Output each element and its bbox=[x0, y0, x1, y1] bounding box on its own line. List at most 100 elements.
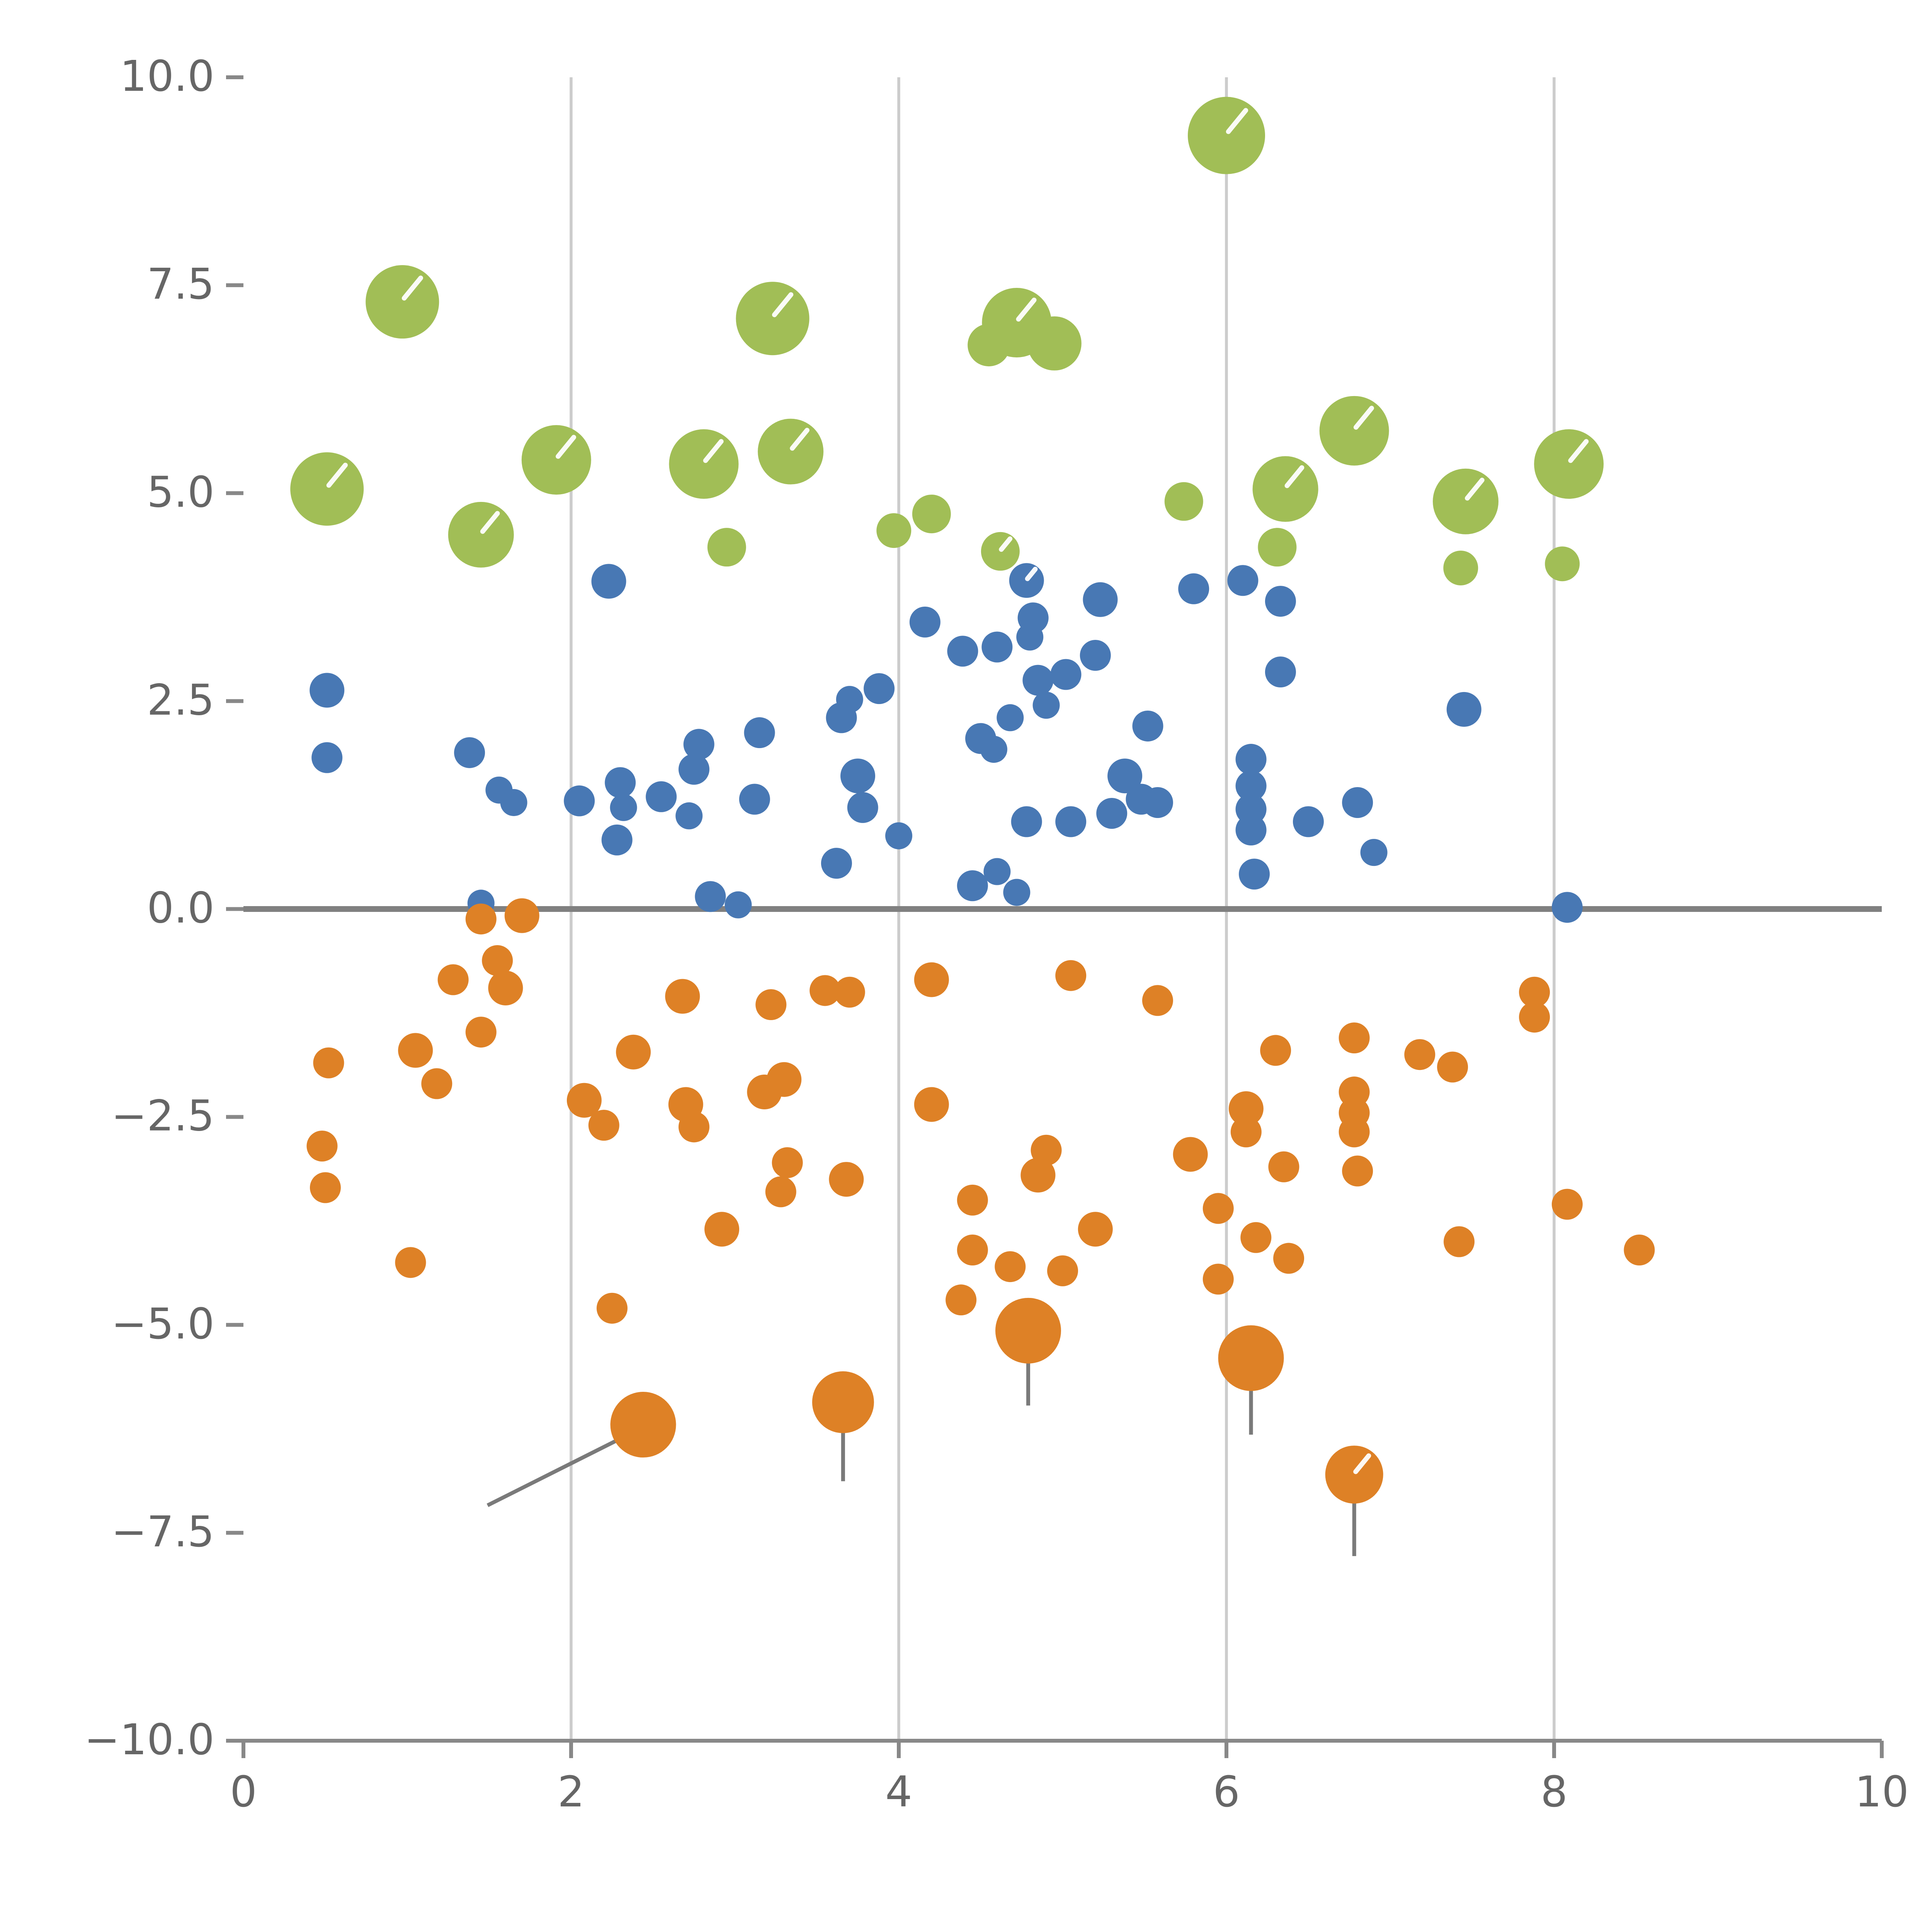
group-blue-point bbox=[983, 858, 1011, 885]
marker-highlight bbox=[401, 276, 423, 301]
group-blue-point bbox=[591, 564, 626, 599]
group-orange-point bbox=[1078, 1212, 1113, 1247]
y-tick-label: 5.0 bbox=[147, 467, 214, 517]
group-blue-point bbox=[1096, 798, 1128, 829]
group-orange-point bbox=[488, 970, 523, 1005]
group-green-point bbox=[1252, 456, 1318, 522]
group-blue-point bbox=[1080, 639, 1111, 671]
y-tick-label: −7.5 bbox=[111, 1507, 214, 1556]
group-blue-point bbox=[1551, 892, 1583, 923]
group-blue-point bbox=[1265, 586, 1296, 617]
y-tick-label: −2.5 bbox=[111, 1091, 214, 1141]
group-green-point bbox=[448, 502, 514, 568]
group-blue-point bbox=[1083, 582, 1118, 617]
group-orange-point bbox=[616, 1034, 651, 1070]
group-blue-point bbox=[1011, 806, 1042, 837]
group-orange-point bbox=[1273, 1243, 1304, 1274]
x-tick-label: 10 bbox=[1855, 1767, 1909, 1816]
group-blue-point bbox=[980, 736, 1007, 763]
x-tick-label: 6 bbox=[1213, 1767, 1240, 1816]
marker-highlight bbox=[1353, 1453, 1371, 1474]
group-blue-point bbox=[836, 686, 863, 713]
group-orange-point bbox=[1218, 1325, 1284, 1391]
group-blue-point bbox=[1342, 787, 1373, 818]
group-blue-point bbox=[1003, 879, 1031, 906]
y-tick-label: 0.0 bbox=[147, 883, 214, 933]
marker-highlight bbox=[1353, 406, 1374, 430]
group-orange-point bbox=[313, 1047, 344, 1078]
group-orange-point bbox=[1404, 1039, 1435, 1070]
group-blue-point bbox=[1055, 806, 1087, 837]
group-orange-point bbox=[1338, 1116, 1370, 1148]
group-green-point bbox=[1545, 546, 1580, 582]
group-orange-point bbox=[914, 962, 949, 997]
y-tick-label: 10.0 bbox=[120, 51, 214, 101]
group-orange-point bbox=[1519, 1002, 1550, 1033]
group-orange-point bbox=[1268, 1151, 1299, 1182]
group-blue-point bbox=[997, 704, 1024, 731]
x-tick-label: 8 bbox=[1541, 1767, 1568, 1816]
group-blue-point bbox=[1360, 839, 1388, 866]
marker-highlight bbox=[1016, 298, 1037, 322]
group-blue-point bbox=[1050, 659, 1082, 690]
group-orange-point bbox=[957, 1235, 988, 1266]
y-tick-label: −10.0 bbox=[84, 1715, 214, 1764]
group-orange-point bbox=[1325, 1446, 1383, 1504]
group-orange-point bbox=[437, 964, 469, 995]
marker-highlight bbox=[326, 463, 348, 488]
group-green-point bbox=[521, 425, 591, 495]
group-blue-point bbox=[311, 742, 343, 773]
group-orange-point bbox=[1444, 1226, 1475, 1257]
group-orange-point bbox=[755, 989, 787, 1020]
group-blue-point bbox=[1239, 859, 1270, 890]
group-blue-point bbox=[1293, 806, 1324, 837]
marker-highlight bbox=[1465, 478, 1485, 501]
group-orange-point bbox=[398, 1033, 433, 1068]
group-blue-point bbox=[310, 673, 345, 708]
annotation-line bbox=[486, 1427, 641, 1507]
group-blue-point bbox=[679, 753, 709, 785]
group-orange-point bbox=[946, 1284, 977, 1316]
group-blue-point bbox=[1132, 710, 1163, 742]
group-orange-point bbox=[465, 1017, 497, 1048]
group-orange-point bbox=[395, 1247, 426, 1278]
group-orange-point bbox=[665, 979, 700, 1014]
group-orange-point bbox=[310, 1172, 341, 1203]
group-blue-point bbox=[981, 631, 1013, 663]
group-orange-point bbox=[1047, 1255, 1078, 1286]
group-blue-point bbox=[821, 848, 852, 879]
group-orange-point bbox=[834, 976, 865, 1008]
group-blue-point bbox=[1022, 665, 1054, 696]
group-orange-point bbox=[1342, 1155, 1373, 1187]
marker-highlight bbox=[772, 292, 794, 317]
group-blue-point bbox=[1178, 573, 1209, 604]
marker-highlight bbox=[1025, 566, 1038, 582]
y-tick-label: −5.0 bbox=[111, 1299, 214, 1349]
group-orange-point bbox=[1519, 976, 1550, 1008]
group-orange-point bbox=[421, 1068, 452, 1099]
group-blue-point bbox=[947, 636, 978, 667]
group-orange-point bbox=[1624, 1235, 1655, 1266]
marker-highlight bbox=[556, 435, 577, 459]
group-green-point bbox=[1534, 429, 1604, 499]
group-orange-point bbox=[772, 1147, 803, 1179]
group-green-point bbox=[669, 429, 739, 499]
group-orange-point bbox=[465, 903, 497, 935]
group-green-point bbox=[1319, 396, 1389, 466]
group-orange-point bbox=[914, 1087, 949, 1122]
group-blue-point bbox=[683, 729, 714, 760]
x-tick-label: 2 bbox=[558, 1767, 585, 1816]
group-green-point bbox=[968, 324, 1010, 367]
group-blue-point bbox=[724, 891, 752, 918]
group-orange-point bbox=[1202, 1264, 1234, 1295]
group-orange-point bbox=[679, 1111, 709, 1143]
group-orange-point bbox=[995, 1251, 1026, 1282]
group-orange-point bbox=[1240, 1222, 1272, 1253]
group-blue-point bbox=[454, 737, 485, 768]
group-green-point bbox=[1164, 482, 1203, 521]
group-blue-point bbox=[1107, 759, 1143, 794]
group-orange-point bbox=[1230, 1116, 1262, 1148]
group-green-point bbox=[1443, 550, 1478, 585]
group-blue-point bbox=[909, 606, 940, 638]
group-orange-point bbox=[1551, 1189, 1583, 1220]
